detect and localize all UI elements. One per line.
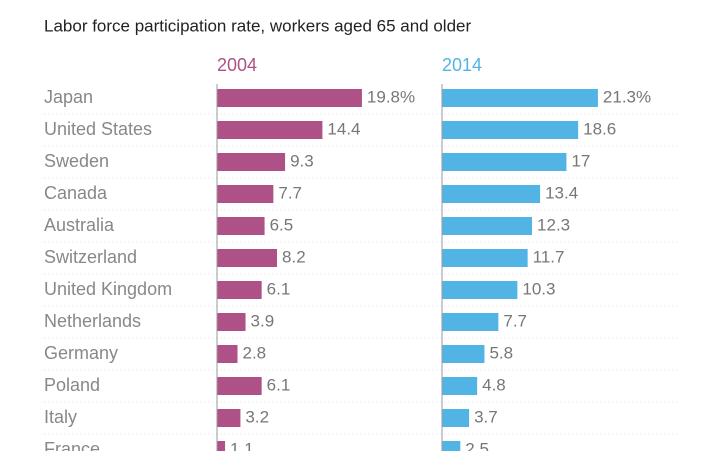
bar: [217, 409, 241, 427]
bar: [442, 217, 533, 235]
bar: [217, 377, 262, 395]
bar: [442, 153, 567, 171]
value-label: 18.6: [583, 119, 616, 138]
value-label: 12.3: [537, 215, 570, 234]
series-header: 2004: [217, 55, 257, 75]
category-label: United States: [44, 119, 152, 139]
value-label: 2.8: [242, 343, 266, 362]
bar: [217, 345, 238, 363]
value-label: 4.8: [482, 375, 506, 394]
value-label: 21.3%: [603, 87, 651, 106]
value-label: 9.3: [290, 151, 314, 170]
bar: [442, 441, 461, 451]
bar: [217, 249, 278, 267]
value-label: 11.7: [533, 247, 565, 266]
category-label: Sweden: [44, 151, 109, 171]
value-label: 6.5: [270, 215, 294, 234]
bar: [442, 281, 518, 299]
bar: [217, 153, 286, 171]
value-label: 1.1: [230, 439, 254, 451]
category-label: Italy: [44, 407, 77, 427]
series-header: 2014: [442, 55, 482, 75]
category-label: Canada: [44, 183, 108, 203]
bar: [217, 89, 362, 107]
bar: [217, 185, 274, 203]
value-label: 6.1: [267, 375, 291, 394]
bar: [442, 89, 598, 107]
bar: [217, 281, 262, 299]
category-label: Germany: [44, 343, 118, 363]
value-label: 8.2: [282, 247, 306, 266]
bar: [217, 313, 246, 331]
bar: [442, 121, 579, 139]
category-label: Japan: [44, 87, 93, 107]
bar: [442, 345, 485, 363]
value-label: 5.8: [489, 343, 513, 362]
chart-title: Labor force participation rate, workers …: [44, 16, 471, 35]
bar: [442, 313, 499, 331]
value-label: 17: [571, 151, 590, 170]
bar: [217, 441, 226, 451]
category-label: France: [44, 439, 100, 451]
value-label: 3.9: [251, 311, 275, 330]
value-label: 6.1: [267, 279, 291, 298]
category-label: United Kingdom: [44, 279, 172, 299]
bar: [217, 121, 323, 139]
value-label: 2.5: [465, 439, 489, 451]
category-label: Australia: [44, 215, 115, 235]
bar: [442, 185, 541, 203]
category-label: Switzerland: [44, 247, 137, 267]
value-label: 3.7: [474, 407, 498, 426]
value-label: 7.7: [503, 311, 527, 330]
value-label: 3.2: [245, 407, 269, 426]
bar: [442, 409, 470, 427]
bar: [442, 377, 478, 395]
category-label: Netherlands: [44, 311, 141, 331]
category-label: Poland: [44, 375, 100, 395]
value-label: 13.4: [545, 183, 578, 202]
value-label: 14.4: [327, 119, 360, 138]
bar: [442, 249, 528, 267]
bar: [217, 217, 265, 235]
value-label: 10.3: [522, 279, 555, 298]
value-label: 7.7: [278, 183, 302, 202]
value-label: 19.8%: [367, 87, 415, 106]
